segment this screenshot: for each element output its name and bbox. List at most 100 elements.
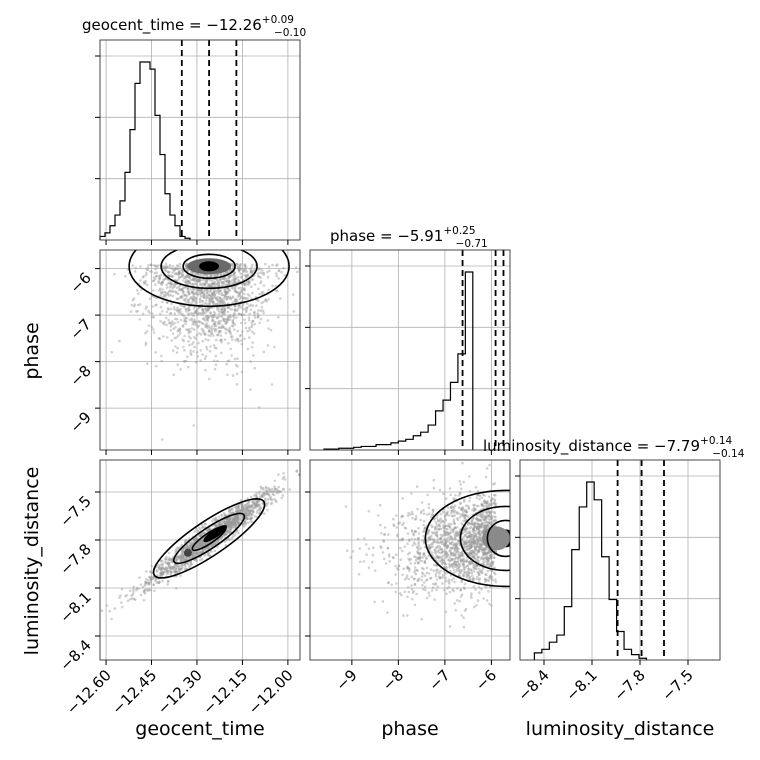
sample-point xyxy=(223,521,226,524)
sample-point xyxy=(196,552,200,555)
sample-point xyxy=(179,554,183,558)
sample-point xyxy=(242,523,245,526)
sample-point xyxy=(474,546,478,550)
sample-point xyxy=(227,282,231,285)
sample-point xyxy=(220,513,223,517)
sample-point xyxy=(247,517,250,520)
sample-point xyxy=(476,518,480,521)
sample-point xyxy=(240,288,243,292)
sample-point xyxy=(185,557,188,561)
sample-point xyxy=(420,617,424,621)
sample-point xyxy=(227,525,231,529)
sample-point xyxy=(105,604,109,607)
sample-point xyxy=(181,287,184,290)
sample-point xyxy=(428,594,431,597)
sample-point xyxy=(142,590,146,593)
sample-point xyxy=(201,278,204,282)
sample-point xyxy=(489,554,493,558)
sample-point xyxy=(192,311,196,315)
sample-point xyxy=(439,576,443,579)
sample-point xyxy=(177,334,180,337)
sample-point xyxy=(466,535,469,539)
sample-point xyxy=(238,263,242,267)
sample-point xyxy=(351,550,355,553)
sample-point xyxy=(416,579,420,582)
sample-point xyxy=(432,486,436,490)
sample-point xyxy=(232,279,236,283)
sample-point xyxy=(460,558,463,562)
sample-point xyxy=(267,288,270,292)
sample-point xyxy=(199,551,202,554)
sample-point xyxy=(476,519,480,523)
sample-point xyxy=(233,521,236,524)
sample-point xyxy=(220,291,224,295)
sample-point xyxy=(245,517,249,521)
sample-point xyxy=(187,269,190,272)
sample-point xyxy=(220,523,224,526)
sample-point xyxy=(248,504,251,508)
sample-point xyxy=(483,550,487,554)
sample-point xyxy=(397,564,401,568)
sample-point xyxy=(252,332,256,335)
sample-point xyxy=(201,309,204,312)
sample-point xyxy=(205,299,208,302)
sample-point xyxy=(179,553,183,556)
sample-point xyxy=(161,563,164,566)
sample-point xyxy=(100,609,104,612)
sample-point xyxy=(476,527,479,531)
sample-point xyxy=(228,330,232,334)
sample-point xyxy=(195,537,198,540)
sample-point xyxy=(200,539,203,542)
sample-point xyxy=(169,283,172,286)
sample-point xyxy=(195,537,198,541)
sample-point xyxy=(233,277,237,281)
sample-point xyxy=(188,281,191,285)
sample-point xyxy=(164,316,168,320)
sample-point xyxy=(415,592,418,596)
sample-point xyxy=(199,540,203,543)
sample-point xyxy=(482,560,486,563)
sample-point xyxy=(218,302,222,306)
sample-point xyxy=(168,274,172,278)
sample-point xyxy=(484,556,487,559)
sample-point xyxy=(269,488,272,492)
sample-point xyxy=(205,547,208,551)
sample-point xyxy=(165,310,169,314)
sample-point xyxy=(170,284,173,288)
sample-point xyxy=(439,537,443,541)
sample-point xyxy=(208,294,212,297)
sample-point xyxy=(457,566,461,570)
sample-point xyxy=(224,331,228,335)
sample-point xyxy=(468,560,471,563)
sample-point xyxy=(279,490,282,493)
sample-point xyxy=(480,571,483,574)
sample-point xyxy=(452,528,455,532)
sample-point xyxy=(456,568,459,571)
sample-point xyxy=(243,297,247,300)
sample-point xyxy=(446,545,450,549)
sample-point xyxy=(417,556,421,559)
sample-point xyxy=(196,355,199,358)
sample-point xyxy=(384,562,388,565)
sample-point xyxy=(176,329,179,333)
sample-point xyxy=(147,581,150,585)
sample-point xyxy=(166,570,170,573)
sample-point xyxy=(224,294,227,298)
sample-point xyxy=(185,359,188,363)
sample-point xyxy=(462,567,466,570)
sample-point xyxy=(156,264,160,267)
sample-point xyxy=(250,516,254,520)
sample-point xyxy=(131,264,135,267)
sample-point xyxy=(191,298,195,301)
sample-point xyxy=(155,271,159,275)
sample-point xyxy=(190,317,193,321)
sample-point xyxy=(207,528,211,531)
sample-point xyxy=(433,556,437,559)
sample-point xyxy=(228,521,231,525)
sample-point xyxy=(474,532,477,536)
sample-point xyxy=(443,571,447,575)
sample-point xyxy=(251,304,255,307)
sample-point xyxy=(235,316,238,319)
sample-point xyxy=(471,508,474,512)
sample-point xyxy=(152,576,155,579)
